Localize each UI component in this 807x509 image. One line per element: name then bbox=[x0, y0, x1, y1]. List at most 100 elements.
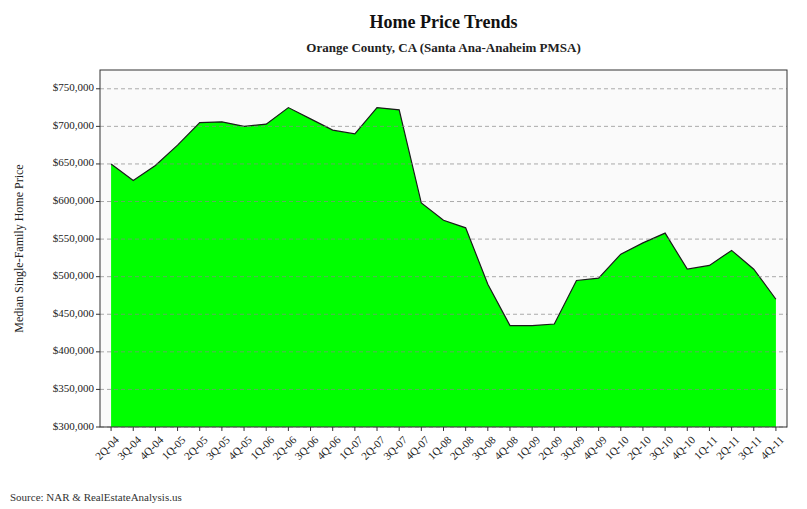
y-tick-label: $400,000 bbox=[53, 344, 95, 356]
grid-line bbox=[100, 276, 787, 277]
x-tick-label: 4Q-11 bbox=[758, 434, 786, 462]
y-tick bbox=[96, 126, 100, 127]
x-tick-label: 3Q-09 bbox=[558, 433, 587, 462]
y-tick bbox=[96, 201, 100, 202]
x-tick bbox=[377, 427, 378, 431]
x-tick-label: 2Q-07 bbox=[359, 433, 388, 462]
y-tick bbox=[96, 88, 100, 89]
x-tick bbox=[532, 427, 533, 431]
y-tick-label: $500,000 bbox=[53, 269, 95, 281]
x-tick-label: 2Q-04 bbox=[93, 433, 122, 462]
y-tick bbox=[96, 276, 100, 277]
x-tick bbox=[709, 427, 710, 431]
x-tick-label: 2Q-11 bbox=[714, 434, 742, 462]
y-tick-label: $700,000 bbox=[53, 119, 95, 131]
x-tick-label: 2Q-10 bbox=[625, 433, 654, 462]
x-tick bbox=[244, 427, 245, 431]
x-tick-label: 3Q-10 bbox=[647, 433, 676, 462]
x-tick bbox=[266, 427, 267, 431]
x-tick-label: 1Q-08 bbox=[425, 433, 454, 462]
x-tick bbox=[310, 427, 311, 431]
x-tick bbox=[576, 427, 577, 431]
plot-background bbox=[100, 70, 787, 427]
x-tick bbox=[554, 427, 555, 431]
x-tick bbox=[399, 427, 400, 431]
x-tick bbox=[354, 427, 355, 431]
x-tick bbox=[620, 427, 621, 431]
x-tick bbox=[598, 427, 599, 431]
grid-line bbox=[100, 239, 787, 240]
x-tick-label: 4Q-07 bbox=[403, 433, 432, 462]
y-tick bbox=[96, 389, 100, 390]
x-tick-label: 3Q-04 bbox=[115, 433, 144, 462]
y-tick bbox=[96, 163, 100, 164]
x-tick bbox=[111, 427, 112, 431]
y-tick bbox=[96, 427, 100, 428]
x-tick-label: 1Q-10 bbox=[602, 433, 631, 462]
x-tick-label: 4Q-08 bbox=[492, 433, 521, 462]
grid-line bbox=[100, 126, 787, 127]
source-note: Source: NAR & RealEstateAnalysis.us bbox=[10, 491, 182, 503]
x-tick-label: 3Q-05 bbox=[204, 433, 233, 462]
x-tick-label: 1Q-07 bbox=[337, 433, 366, 462]
x-tick bbox=[509, 427, 510, 431]
x-tick-label: 4Q-04 bbox=[137, 433, 166, 462]
grid-line bbox=[100, 163, 787, 164]
x-tick bbox=[731, 427, 732, 431]
grid-line bbox=[100, 201, 787, 202]
x-tick bbox=[221, 427, 222, 431]
grid-line bbox=[100, 351, 787, 352]
y-tick-label: $550,000 bbox=[53, 232, 95, 244]
grid-line bbox=[100, 314, 787, 315]
grid-line bbox=[100, 88, 787, 89]
x-tick bbox=[753, 427, 754, 431]
y-tick bbox=[96, 314, 100, 315]
x-tick bbox=[487, 427, 488, 431]
x-tick-label: 1Q-06 bbox=[248, 433, 277, 462]
y-tick bbox=[96, 239, 100, 240]
x-tick-label: 3Q-08 bbox=[470, 433, 499, 462]
x-tick bbox=[332, 427, 333, 431]
title: Home Price Trends bbox=[370, 12, 518, 32]
x-tick-label: 1Q-05 bbox=[159, 433, 188, 462]
data-layer bbox=[111, 108, 776, 427]
x-tick-label: 2Q-08 bbox=[447, 433, 476, 462]
x-tick-label: 1Q-11 bbox=[691, 434, 719, 462]
y-tick bbox=[96, 351, 100, 352]
x-tick bbox=[288, 427, 289, 431]
y-tick-label: $450,000 bbox=[53, 307, 95, 319]
x-tick-label: 1Q-09 bbox=[514, 433, 543, 462]
x-tick-label: 4Q-10 bbox=[669, 433, 698, 462]
x-tick-label: 3Q-11 bbox=[736, 434, 764, 462]
x-tick-label: 3Q-07 bbox=[381, 433, 410, 462]
y-tick-label: $300,000 bbox=[53, 420, 95, 432]
x-tick-label: 4Q-09 bbox=[580, 433, 609, 462]
x-tick-label: 4Q-05 bbox=[226, 433, 255, 462]
x-tick bbox=[199, 427, 200, 431]
x-tick bbox=[443, 427, 444, 431]
x-tick bbox=[665, 427, 666, 431]
grid-line bbox=[100, 389, 787, 390]
x-tick bbox=[687, 427, 688, 431]
x-tick bbox=[421, 427, 422, 431]
x-tick-label: 3Q-06 bbox=[292, 433, 321, 462]
x-tick bbox=[465, 427, 466, 431]
y-tick-label: $350,000 bbox=[53, 382, 95, 394]
x-tick-label: 2Q-09 bbox=[536, 433, 565, 462]
x-tick-label: 4Q-06 bbox=[314, 433, 343, 462]
y-tick-label: $750,000 bbox=[53, 81, 95, 93]
line bbox=[111, 108, 776, 326]
x-tick-label: 2Q-05 bbox=[181, 433, 210, 462]
x-tick bbox=[177, 427, 178, 431]
y-axis-label: Median Single-Family Home Price bbox=[12, 164, 26, 332]
subtitle: Orange County, CA (Santa Ana-Anaheim PMS… bbox=[306, 40, 580, 55]
x-tick-label: 2Q-06 bbox=[270, 433, 299, 462]
x-tick bbox=[133, 427, 134, 431]
y-tick-label: $650,000 bbox=[53, 156, 95, 168]
x-tick bbox=[775, 427, 776, 431]
chart: $300,000 $350,000 $400,000 $450,000 $500,000… bbox=[0, 0, 807, 509]
area bbox=[111, 108, 776, 427]
x-tick bbox=[155, 427, 156, 431]
y-tick-label: $600,000 bbox=[53, 194, 95, 206]
plot-frame bbox=[100, 70, 787, 427]
